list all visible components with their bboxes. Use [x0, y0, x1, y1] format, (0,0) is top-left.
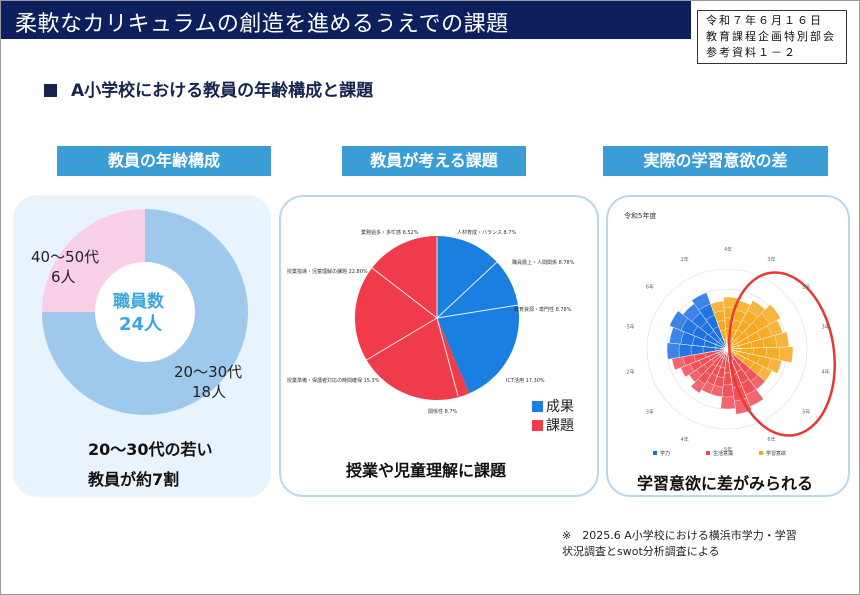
slice-label-8: 業務過多・多忙感 8.52%	[361, 230, 419, 236]
donut-label-20-30-age: 20～30代	[174, 363, 243, 381]
donut-label-20-30-count: 18人	[192, 383, 227, 401]
footnote-line2: 状況調査とswot分析調査による	[562, 545, 720, 558]
section-heading-text: A小学校における教員の年齢構成と課題	[71, 81, 374, 101]
slice-label-7: 授業指導・児童理解の課題 22.80%	[287, 269, 368, 275]
panel3-title: 実際の学習意欲の差	[603, 146, 828, 176]
legend-item-issue: 課題	[532, 417, 574, 436]
legend-swatch-red	[532, 420, 543, 431]
footnote-line1: ※ 2025.6 A小学校における横浜市学力・学習	[562, 529, 797, 542]
slice-label-2: 職員層上・人間関係 8.78%	[512, 260, 575, 266]
panel2-title: 教員が考える課題	[342, 146, 526, 176]
panel1-caption-line1: 20～30代の若い	[88, 440, 213, 459]
stamp-date: 令和７年６月１６日	[706, 14, 823, 27]
slice-label-6: 授業準備・保護者対応の時間確保 15.3%	[287, 378, 380, 384]
radial-chart-title: 令和5年度	[624, 212, 657, 220]
stamp-committee: 教育課程企画特別部会	[706, 30, 836, 43]
footnote: ※ 2025.6 A小学校における横浜市学力・学習 状況調査とswot分析調査に…	[562, 528, 797, 560]
title-bar: 柔軟なカリキュラムの創造を進めるうえでの課題	[1, 1, 691, 39]
slice-label-5: 関係性 8.7%	[428, 409, 458, 415]
legend-item-achievement: 成果	[532, 398, 574, 417]
slice-label-1: 人材育成・バランス 8.7%	[457, 230, 517, 236]
motivation-card	[606, 195, 850, 497]
donut-center-value: 24人	[119, 314, 163, 335]
legend-swatch-blue	[532, 401, 543, 412]
slide-title: 柔軟なカリキュラムの創造を進めるうえでの課題	[15, 12, 509, 37]
teacher-issues-card	[279, 195, 599, 497]
slice-label-3: 教育資源・専門性 8.78%	[514, 307, 572, 313]
stamp-doc-number: 参考資料１－２	[706, 46, 797, 59]
panel1-caption-line2: 教員が約7割	[88, 470, 180, 489]
panel2-caption: 授業や児童理解に課題	[346, 461, 507, 480]
slice-label-4: ICT活用 17.30%	[506, 378, 545, 384]
square-bullet-icon	[44, 84, 57, 97]
panel3-caption: 学習意欲に差がみられる	[637, 474, 814, 493]
section-heading: A小学校における教員の年齢構成と課題	[44, 76, 373, 101]
issues-legend: 成果 課題	[532, 398, 574, 436]
document-reference-box: 令和７年６月１６日 教育課程企画特別部会 参考資料１－２	[697, 10, 847, 64]
panel1-title: 教員の年齢構成	[57, 146, 271, 176]
donut-label-40-50-count: 6人	[51, 268, 76, 286]
donut-label-40-50-age: 40～50代	[31, 248, 100, 266]
donut-center-label: 職員数	[113, 292, 164, 312]
